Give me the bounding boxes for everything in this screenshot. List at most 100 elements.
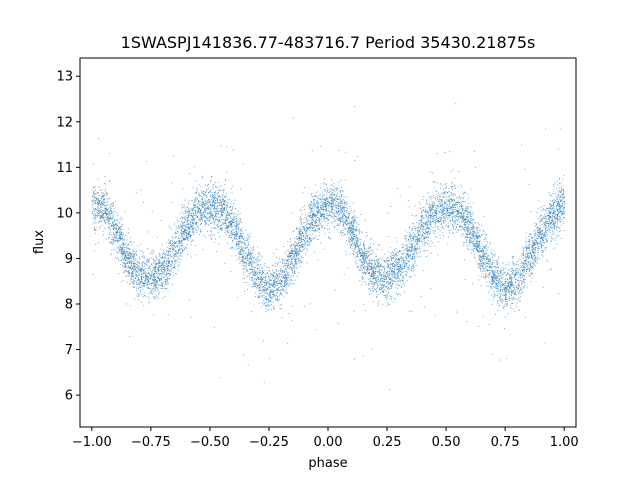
data-point: [266, 292, 268, 294]
data-point: [215, 202, 217, 204]
data-point: [525, 259, 527, 261]
data-point: [271, 290, 272, 292]
data-point: [187, 231, 189, 233]
data-point: [354, 160, 356, 161]
data-point: [486, 249, 488, 251]
data-point: [257, 259, 259, 261]
data-point: [205, 192, 206, 193]
data-point: [411, 264, 413, 266]
data-point: [233, 215, 235, 217]
data-point: [467, 231, 468, 233]
data-point: [143, 271, 145, 273]
data-point: [339, 217, 340, 219]
data-point: [231, 226, 233, 228]
data-point: [416, 251, 417, 253]
data-point: [243, 260, 245, 262]
data-point: [238, 227, 240, 228]
data-point: [193, 220, 195, 221]
data-point: [316, 200, 318, 202]
data-point: [146, 275, 148, 277]
data-point: [528, 184, 530, 185]
data-point: [561, 196, 563, 198]
data-point: [285, 287, 287, 289]
data-point: [467, 228, 469, 230]
data-point: [370, 268, 372, 270]
data-point: [371, 250, 373, 252]
data-point: [291, 244, 293, 246]
data-point: [223, 202, 225, 204]
data-point: [173, 244, 174, 246]
data-point: [345, 207, 347, 208]
data-point: [478, 244, 480, 246]
data-point: [270, 291, 272, 292]
data-point: [368, 272, 370, 274]
data-point: [293, 251, 295, 252]
data-point: [351, 237, 353, 239]
data-point: [264, 263, 266, 265]
data-point: [542, 252, 544, 253]
data-point: [415, 244, 417, 246]
data-point: [334, 190, 336, 192]
data-point: [305, 228, 307, 230]
data-point: [405, 264, 407, 266]
data-point: [490, 286, 491, 287]
data-point: [508, 292, 510, 293]
data-point: [507, 301, 509, 303]
data-point: [421, 219, 423, 221]
data-point: [324, 228, 326, 229]
data-point: [300, 256, 302, 258]
data-point: [466, 229, 468, 231]
data-point: [350, 236, 352, 238]
data-point: [187, 217, 189, 218]
data-point: [540, 240, 542, 242]
data-point: [153, 285, 155, 287]
data-point: [396, 266, 398, 268]
data-point: [149, 266, 151, 268]
data-point: [247, 275, 249, 277]
data-point: [195, 228, 197, 230]
data-point: [291, 248, 292, 250]
data-point: [204, 220, 206, 222]
data-point: [238, 243, 240, 245]
data-point: [506, 275, 507, 276]
data-point: [132, 282, 134, 283]
data-point: [121, 251, 123, 252]
data-point: [161, 276, 163, 278]
data-point: [437, 206, 439, 207]
data-point: [440, 204, 442, 206]
data-point: [258, 260, 260, 262]
data-point: [304, 243, 306, 244]
data-point: [417, 244, 418, 246]
data-point: [523, 279, 525, 281]
data-point: [309, 230, 311, 231]
data-point: [469, 242, 471, 243]
data-point: [521, 257, 523, 259]
data-point: [491, 257, 493, 258]
data-point: [141, 263, 143, 265]
data-point: [312, 215, 313, 217]
data-point: [504, 328, 505, 330]
data-point: [534, 264, 536, 266]
data-point: [471, 228, 473, 230]
data-point: [534, 247, 536, 249]
data-point: [466, 240, 468, 242]
data-point: [447, 218, 449, 220]
data-point: [399, 278, 401, 279]
data-point: [362, 262, 364, 264]
data-point: [499, 359, 501, 361]
data-point: [418, 201, 420, 203]
data-point: [198, 201, 200, 202]
data-point: [175, 236, 177, 238]
data-point: [100, 208, 102, 210]
data-point: [487, 263, 489, 265]
data-point: [416, 252, 418, 254]
data-point: [362, 277, 364, 279]
data-point: [136, 281, 137, 283]
data-point: [326, 190, 328, 192]
data-point: [495, 267, 497, 268]
data-point: [466, 216, 468, 218]
data-point: [174, 242, 176, 244]
data-point: [288, 254, 289, 255]
data-point: [292, 250, 294, 252]
data-point: [186, 244, 188, 245]
